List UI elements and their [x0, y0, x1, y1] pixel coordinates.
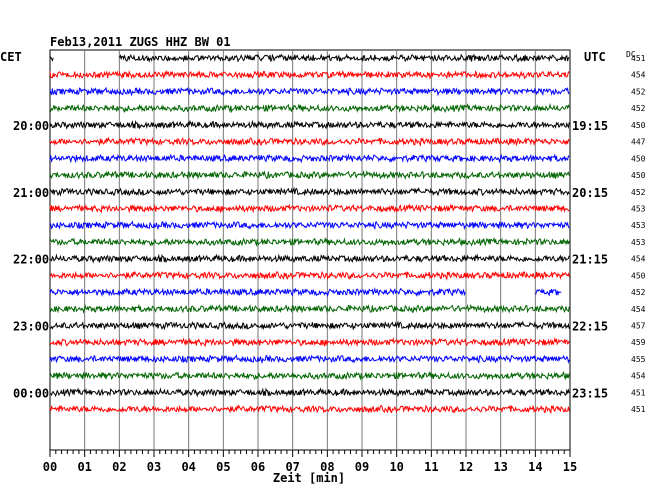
x-tick-label: 01 [77, 460, 91, 474]
dc-offset-label: 450 [631, 121, 646, 130]
chart-title: Feb13,2011 ZUGS HHZ BW 01 [50, 35, 231, 49]
trace-row [49, 169, 570, 180]
x-tick-label: 12 [459, 460, 473, 474]
trace-row [49, 186, 570, 197]
dc-offset-label: 457 [631, 322, 646, 331]
dc-offset-label: 451 [631, 405, 646, 414]
trace-row [49, 203, 570, 214]
x-tick-label: 00 [43, 460, 57, 474]
x-tick-label: 07 [285, 460, 299, 474]
right-time-labels: 19:15 20:15 21:15 22:15 23:15 [572, 119, 608, 401]
right-time-label: 21:15 [572, 253, 608, 267]
right-time-label: 23:15 [572, 386, 608, 400]
dc-offset-label: 452 [631, 87, 646, 96]
dc-offset-label: 454 [631, 372, 646, 381]
trace-row [49, 69, 570, 80]
x-axis-label: Zeit [min] [273, 471, 345, 485]
dc-offset-label: 453 [631, 221, 646, 230]
trace-row [49, 86, 570, 97]
dc-offset-label: 454 [631, 305, 646, 314]
left-time-label: 22:00 [13, 253, 49, 267]
trace-row [49, 102, 570, 114]
x-tick-label: 08 [320, 460, 334, 474]
trace-row [49, 354, 570, 365]
left-time-label: 20:00 [13, 119, 49, 133]
x-tick-label: 05 [216, 460, 230, 474]
seismic-traces [49, 53, 570, 415]
x-tick-label: 11 [424, 460, 438, 474]
dc-offset-label: 450 [631, 171, 646, 180]
trace-row [49, 53, 570, 63]
dc-offset-label: 454 [631, 71, 646, 80]
minute-grid [49, 49, 571, 451]
x-tick-label: 04 [181, 460, 195, 474]
trace-row [49, 320, 570, 331]
x-tick-label: 15 [563, 460, 577, 474]
dc-offset-label: 455 [631, 355, 646, 364]
x-tick-label: 03 [147, 460, 161, 474]
x-tick-label: 13 [493, 460, 507, 474]
trace-row [49, 387, 570, 398]
trace-row [49, 253, 570, 264]
dc-offset-label: 452 [631, 104, 646, 113]
trace-row [49, 136, 570, 147]
right-time-label: 19:15 [572, 119, 608, 133]
dc-offset-label: 447 [631, 138, 646, 147]
x-tick-label: 14 [528, 460, 542, 474]
dc-offset-label: 451 [631, 54, 646, 63]
dc-offset-label: 450 [631, 154, 646, 163]
dc-offset-label: 454 [631, 255, 646, 264]
trace-row [49, 270, 570, 281]
trace-row [49, 287, 562, 298]
dc-header-label: DC [626, 50, 636, 59]
x-tick-label: 10 [389, 460, 403, 474]
left-time-labels: 20:00 21:00 22:00 23:00 00:00 [13, 119, 49, 401]
dc-offset-label: 459 [631, 338, 646, 347]
x-tick-label: 09 [355, 460, 369, 474]
dc-offset-label: 452 [631, 288, 646, 297]
dc-offset-label: 450 [631, 271, 646, 280]
right-time-label: 22:15 [572, 320, 608, 334]
right-time-label: 20:15 [572, 186, 608, 200]
dc-offset-labels: 451 454 452 452 450 447 450 450 452 453 453 453 454 4… [631, 54, 646, 414]
dc-offset-label: 453 [631, 238, 646, 247]
trace-row [49, 220, 570, 231]
trace-row [49, 236, 570, 247]
right-timezone-label: UTC [584, 50, 606, 64]
x-tick-label: 06 [251, 460, 265, 474]
x-axis: 00 01 02 03 04 05 06 07 08 09 10 11 12 13 14 15 [43, 450, 577, 474]
left-time-label: 00:00 [13, 386, 49, 400]
dc-offset-label: 452 [631, 188, 646, 197]
dc-offset-label: 451 [631, 388, 646, 397]
trace-row [49, 153, 570, 164]
trace-row [49, 303, 570, 314]
trace-row [49, 119, 570, 130]
trace-row [49, 404, 570, 415]
left-time-label: 23:00 [13, 320, 49, 334]
trace-row [49, 370, 570, 381]
dc-offset-label: 453 [631, 204, 646, 213]
x-tick-label: 02 [112, 460, 126, 474]
left-time-label: 21:00 [13, 186, 49, 200]
left-timezone-label: CET [0, 50, 22, 64]
trace-row [49, 337, 570, 348]
